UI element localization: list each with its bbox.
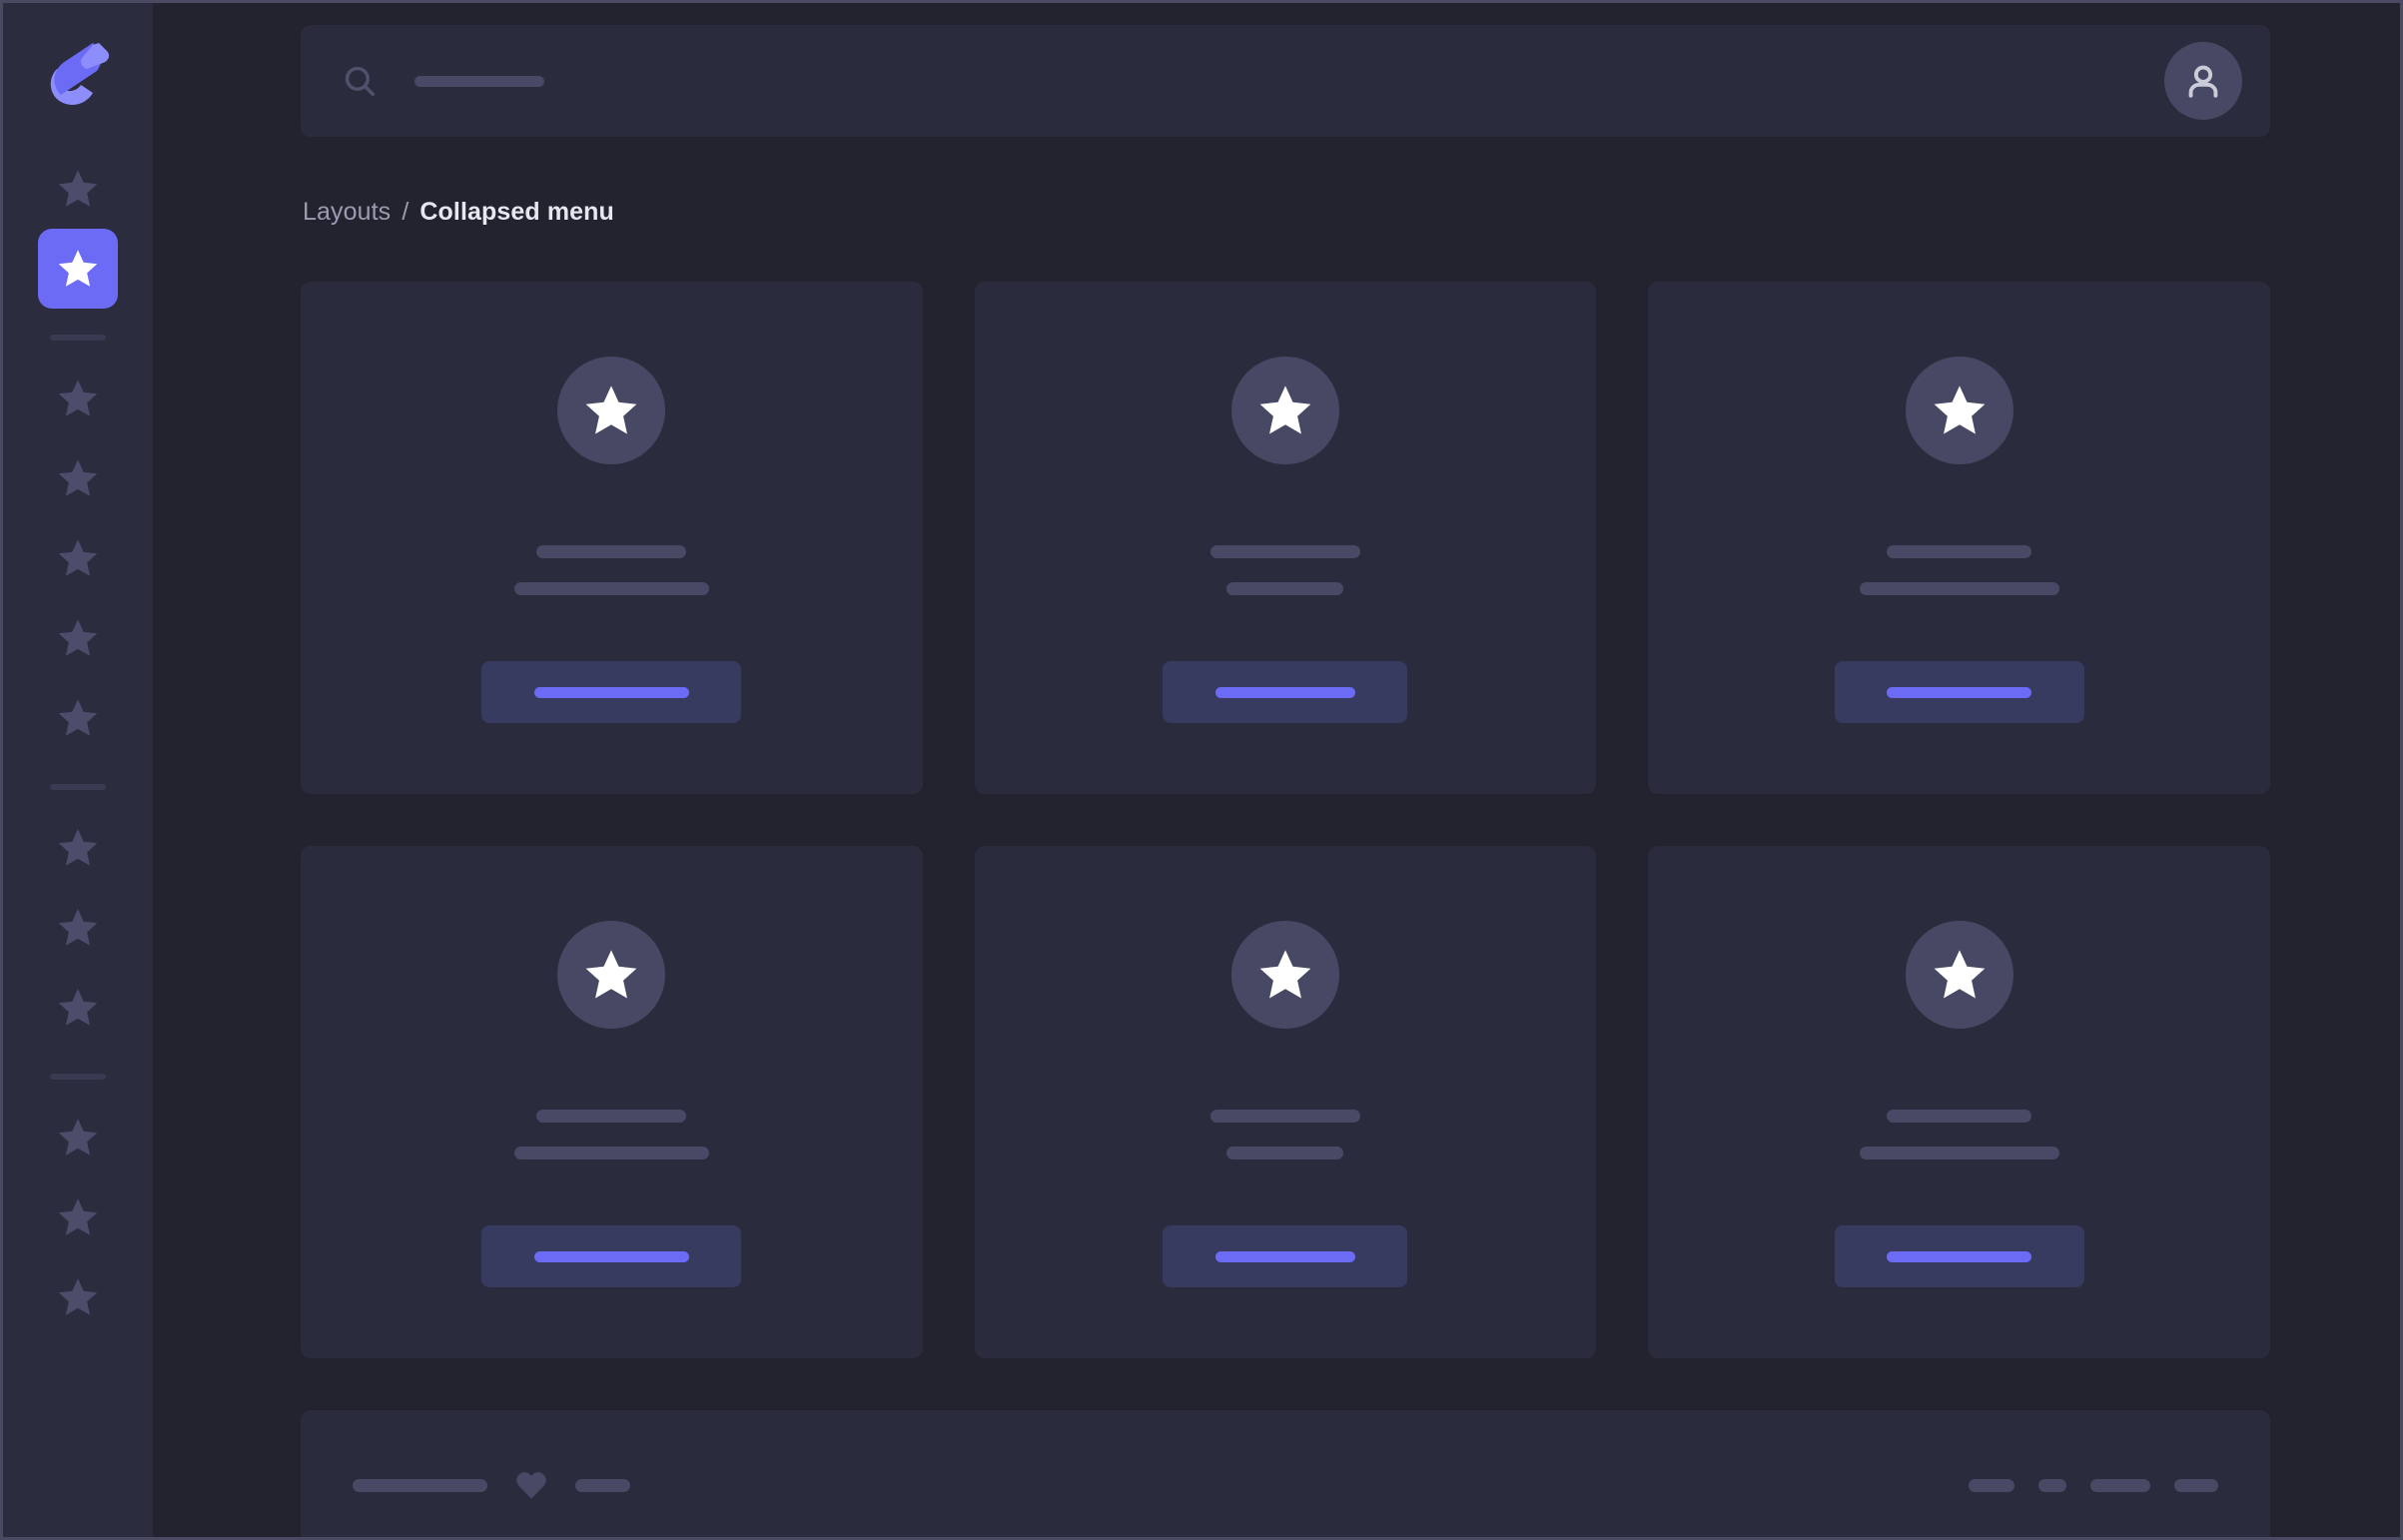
- card-action-button[interactable]: [1834, 661, 2084, 723]
- star-icon: [58, 989, 98, 1026]
- card-action-button[interactable]: [1834, 1225, 2084, 1287]
- footer-right-group: [1969, 1478, 2218, 1492]
- footer-link-skeleton[interactable]: [2038, 1478, 2066, 1492]
- avatar: [1230, 921, 1339, 1029]
- footer-skeleton-bar: [575, 1478, 630, 1492]
- card-button-label-skeleton: [533, 686, 689, 698]
- brand-logo-s-icon[interactable]: [41, 33, 115, 115]
- avatar: [557, 357, 666, 464]
- card-subtitle-skeleton: [1859, 1147, 2059, 1159]
- avatar: [1905, 921, 2013, 1029]
- footer-left-group: [353, 1470, 630, 1500]
- sidebar-item-layouts[interactable]: [38, 229, 118, 309]
- content-card[interactable]: [301, 846, 923, 1358]
- sidebar-item-settings[interactable]: [38, 1177, 118, 1257]
- card-title-skeleton: [536, 545, 687, 558]
- avatar: [1230, 357, 1339, 464]
- sidebar-item-team[interactable]: [38, 1098, 118, 1177]
- star-icon: [58, 250, 98, 287]
- footer-link-skeleton[interactable]: [2174, 1478, 2218, 1492]
- user-account-button[interactable]: [2164, 42, 2242, 120]
- search-placeholder-bar: [414, 75, 544, 87]
- star-icon: [58, 1198, 98, 1235]
- sidebar-item-analytics[interactable]: [38, 438, 118, 518]
- sidebar-item-help[interactable]: [38, 1257, 118, 1337]
- sidebar-item-files[interactable]: [38, 968, 118, 1048]
- star-icon: [1259, 950, 1311, 999]
- card-title-skeleton: [536, 1110, 687, 1123]
- sidebar-divider: [50, 1074, 106, 1080]
- star-icon: [585, 385, 637, 434]
- card-button-label-skeleton: [1214, 1250, 1355, 1262]
- card-subtitle-skeleton: [513, 582, 709, 595]
- breadcrumb: Layouts / Collapsed menu: [303, 200, 2270, 225]
- star-icon: [58, 1278, 98, 1315]
- sidebar-item-dashboard[interactable]: [38, 359, 118, 438]
- card-button-label-skeleton: [1887, 1250, 2032, 1262]
- card-subtitle-skeleton: [1859, 582, 2059, 595]
- star-icon: [58, 1119, 98, 1155]
- collapsed-sidebar: [3, 3, 153, 1537]
- star-icon: [585, 950, 637, 999]
- card-title-skeleton: [1209, 1110, 1360, 1123]
- card-subtitle-skeleton: [513, 1147, 709, 1159]
- breadcrumb-root[interactable]: Layouts: [303, 198, 392, 226]
- card-action-button[interactable]: [1163, 1225, 1408, 1287]
- star-icon: [1934, 950, 1986, 999]
- footer-link-skeleton[interactable]: [2090, 1478, 2150, 1492]
- search-input[interactable]: [343, 64, 2164, 98]
- card-action-button[interactable]: [1163, 661, 1408, 723]
- card-subtitle-skeleton: [1226, 582, 1344, 595]
- card-title-skeleton: [1887, 1110, 2032, 1123]
- card-title-skeleton: [1887, 545, 2032, 558]
- sidebar-nav: [3, 149, 153, 1337]
- sidebar-item-favorites[interactable]: [38, 149, 118, 229]
- star-icon: [58, 829, 98, 866]
- card-button-label-skeleton: [533, 1250, 689, 1262]
- breadcrumb-separator: /: [401, 198, 409, 226]
- content-card[interactable]: [974, 846, 1597, 1358]
- card-grid: [301, 282, 2270, 1358]
- sidebar-item-tasks[interactable]: [38, 598, 118, 678]
- user-avatar-icon: [2188, 65, 2218, 98]
- card-button-label-skeleton: [1214, 686, 1355, 698]
- card-subtitle-skeleton: [1226, 1147, 1344, 1159]
- main-content: Layouts / Collapsed menu: [153, 3, 2400, 1537]
- sidebar-item-calendar[interactable]: [38, 888, 118, 968]
- search-icon: [345, 66, 376, 97]
- star-icon: [58, 459, 98, 496]
- breadcrumb-current: Collapsed menu: [419, 198, 614, 226]
- avatar: [1905, 357, 2013, 464]
- content-card[interactable]: [1648, 846, 2270, 1358]
- card-action-button[interactable]: [481, 1225, 742, 1287]
- sidebar-item-messages[interactable]: [38, 808, 118, 888]
- star-icon: [58, 699, 98, 736]
- top-header-bar: [301, 25, 2270, 137]
- sidebar-divider: [50, 335, 106, 341]
- avatar: [557, 921, 666, 1029]
- sidebar-item-reports[interactable]: [38, 678, 118, 758]
- star-icon: [1934, 385, 1986, 434]
- heart-icon[interactable]: [515, 1470, 547, 1500]
- star-icon: [58, 539, 98, 576]
- content-card[interactable]: [1648, 282, 2270, 794]
- footer-link-skeleton[interactable]: [1969, 1478, 2014, 1492]
- sidebar-divider: [50, 784, 106, 790]
- star-icon: [58, 380, 98, 416]
- card-action-button[interactable]: [481, 661, 742, 723]
- content-card[interactable]: [974, 282, 1597, 794]
- footer-panel: [301, 1410, 2270, 1537]
- star-icon: [58, 909, 98, 946]
- card-title-skeleton: [1209, 545, 1360, 558]
- footer-skeleton-bar: [353, 1478, 487, 1492]
- card-button-label-skeleton: [1887, 686, 2032, 698]
- content-card[interactable]: [301, 282, 923, 794]
- star-icon: [58, 170, 98, 207]
- star-icon: [1259, 385, 1311, 434]
- sidebar-item-projects[interactable]: [38, 518, 118, 598]
- star-icon: [58, 619, 98, 656]
